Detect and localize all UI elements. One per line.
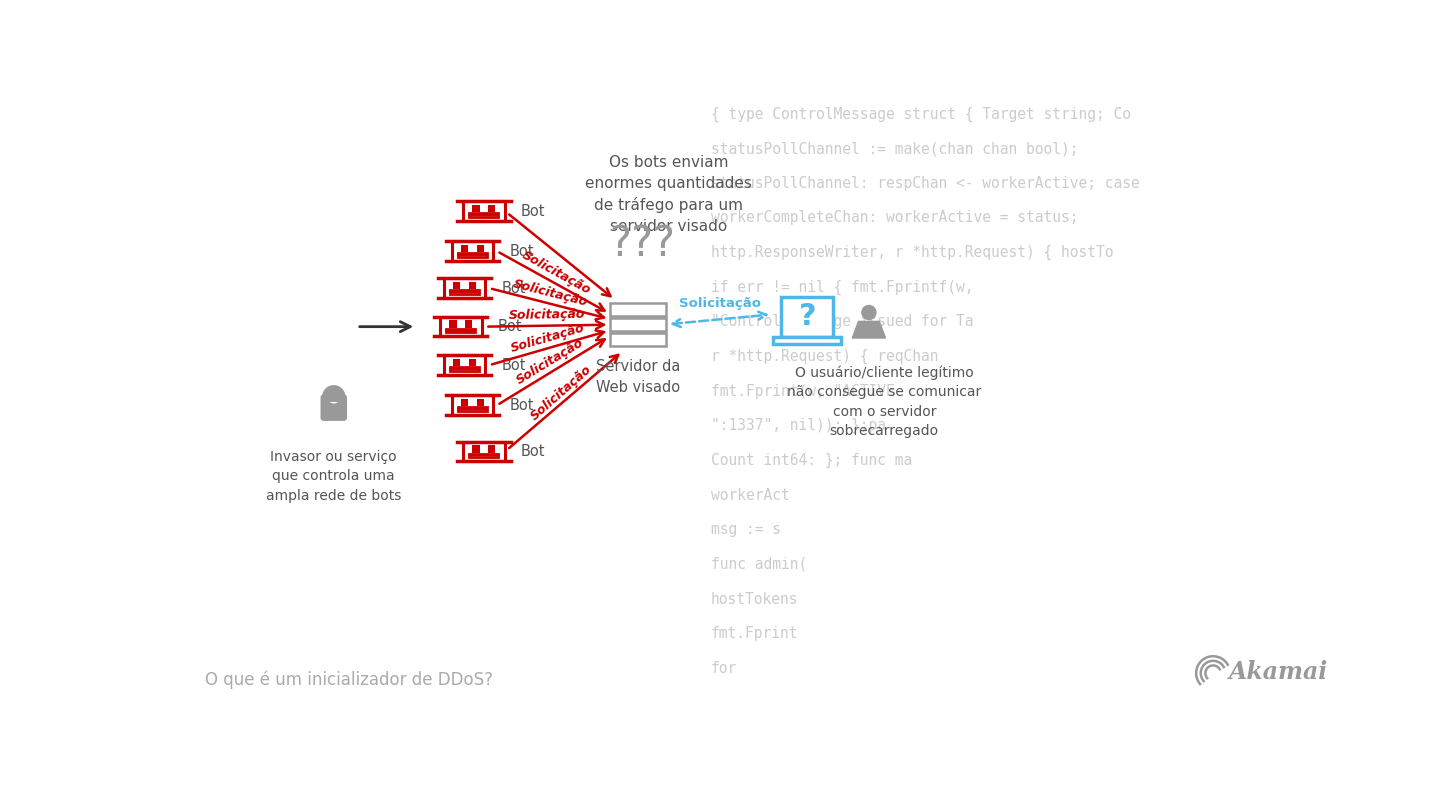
- Text: r *http.Request) { reqChan: r *http.Request) { reqChan: [711, 349, 939, 364]
- FancyBboxPatch shape: [477, 399, 484, 407]
- FancyBboxPatch shape: [452, 395, 492, 415]
- Text: Servidor da
Web visado: Servidor da Web visado: [596, 359, 680, 395]
- FancyBboxPatch shape: [449, 321, 456, 328]
- FancyBboxPatch shape: [461, 399, 468, 407]
- Text: Bot: Bot: [521, 203, 546, 219]
- Text: Solicitação: Solicitação: [678, 297, 760, 310]
- Text: workerAct: workerAct: [711, 488, 789, 502]
- FancyBboxPatch shape: [773, 337, 841, 344]
- FancyBboxPatch shape: [611, 303, 665, 316]
- Text: Solicitação: Solicitação: [508, 309, 586, 322]
- Text: if err != nil { fmt.Fprintf(w,: if err != nil { fmt.Fprintf(w,: [711, 279, 973, 295]
- Text: msg := s: msg := s: [711, 522, 780, 537]
- Text: ":1337", nil)); };pa: ":1337", nil)); };pa: [711, 418, 886, 433]
- Text: O que é um inicializador de DDoS?: O que é um inicializador de DDoS?: [204, 670, 492, 688]
- FancyBboxPatch shape: [465, 321, 472, 328]
- Polygon shape: [852, 322, 886, 338]
- Text: { type ControlMessage struct { Target string; Co: { type ControlMessage struct { Target st…: [711, 106, 1130, 121]
- Circle shape: [863, 305, 876, 320]
- Text: Akamai: Akamai: [1228, 660, 1328, 684]
- Text: Count int64: }; func ma: Count int64: }; func ma: [711, 453, 913, 468]
- Text: Solicitação: Solicitação: [528, 363, 595, 423]
- FancyBboxPatch shape: [611, 318, 665, 331]
- FancyBboxPatch shape: [469, 213, 498, 217]
- FancyBboxPatch shape: [458, 407, 487, 411]
- Text: fmt.Fprint: fmt.Fprint: [711, 626, 799, 642]
- Text: ???: ???: [609, 223, 675, 265]
- Text: Bot: Bot: [521, 444, 546, 459]
- Text: Bot: Bot: [501, 280, 526, 296]
- FancyBboxPatch shape: [458, 254, 487, 257]
- Text: Invasor ou serviço
que controla uma
ampla rede de bots: Invasor ou serviço que controla uma ampl…: [266, 450, 402, 503]
- Text: workerCompleteChan: workerActive = status;: workerCompleteChan: workerActive = statu…: [711, 211, 1079, 225]
- Polygon shape: [323, 386, 344, 397]
- FancyBboxPatch shape: [321, 394, 347, 421]
- FancyBboxPatch shape: [451, 367, 480, 371]
- FancyBboxPatch shape: [444, 279, 485, 298]
- Text: Solicitação: Solicitação: [513, 278, 589, 309]
- Text: Os bots enviam
enormes quantidades
de tráfego para um
servidor visado: Os bots enviam enormes quantidades de tr…: [585, 155, 752, 234]
- Circle shape: [325, 389, 341, 405]
- FancyBboxPatch shape: [464, 202, 504, 221]
- Text: statusPollChannel := make(chan chan bool);: statusPollChannel := make(chan chan bool…: [711, 141, 1087, 156]
- FancyBboxPatch shape: [461, 245, 468, 253]
- FancyBboxPatch shape: [488, 446, 495, 453]
- FancyBboxPatch shape: [472, 205, 480, 212]
- FancyBboxPatch shape: [472, 446, 480, 453]
- Text: "Control message issued for Ta: "Control message issued for Ta: [711, 314, 973, 330]
- Text: Solicitação: Solicitação: [520, 249, 593, 297]
- FancyBboxPatch shape: [780, 296, 834, 337]
- FancyBboxPatch shape: [488, 205, 495, 212]
- Polygon shape: [327, 396, 341, 401]
- FancyBboxPatch shape: [446, 329, 475, 332]
- FancyBboxPatch shape: [454, 282, 461, 289]
- FancyBboxPatch shape: [611, 333, 665, 346]
- Text: Solicitação: Solicitação: [508, 321, 586, 355]
- Text: Bot: Bot: [510, 244, 534, 258]
- Text: O usuário/cliente legítimo
não consegue se comunicar
com o servidor
sobrecarrega: O usuário/cliente legítimo não consegue …: [788, 365, 982, 438]
- Text: Bot: Bot: [498, 319, 523, 335]
- Text: statusPollChannel: respChan <- workerActive; case: statusPollChannel: respChan <- workerAct…: [711, 176, 1140, 190]
- FancyBboxPatch shape: [451, 290, 480, 294]
- Text: func admin(: func admin(: [711, 557, 808, 572]
- Text: hostTokens: hostTokens: [711, 591, 799, 607]
- FancyBboxPatch shape: [441, 317, 481, 336]
- FancyBboxPatch shape: [464, 441, 504, 461]
- FancyBboxPatch shape: [469, 359, 477, 366]
- FancyBboxPatch shape: [469, 282, 477, 289]
- Text: ?: ?: [799, 302, 816, 331]
- Text: http.ResponseWriter, r *http.Request) { hostTo: http.ResponseWriter, r *http.Request) { …: [711, 245, 1113, 260]
- Text: Bot: Bot: [501, 358, 526, 373]
- FancyBboxPatch shape: [444, 356, 485, 375]
- FancyBboxPatch shape: [477, 245, 484, 253]
- Text: fmt.Fprint(w, "ACTIVE: fmt.Fprint(w, "ACTIVE: [711, 384, 894, 399]
- Text: Bot: Bot: [510, 398, 534, 413]
- Text: for: for: [711, 661, 737, 676]
- FancyBboxPatch shape: [454, 359, 461, 366]
- Text: Solicitação: Solicitação: [514, 336, 586, 387]
- FancyBboxPatch shape: [452, 241, 492, 261]
- FancyBboxPatch shape: [469, 454, 498, 457]
